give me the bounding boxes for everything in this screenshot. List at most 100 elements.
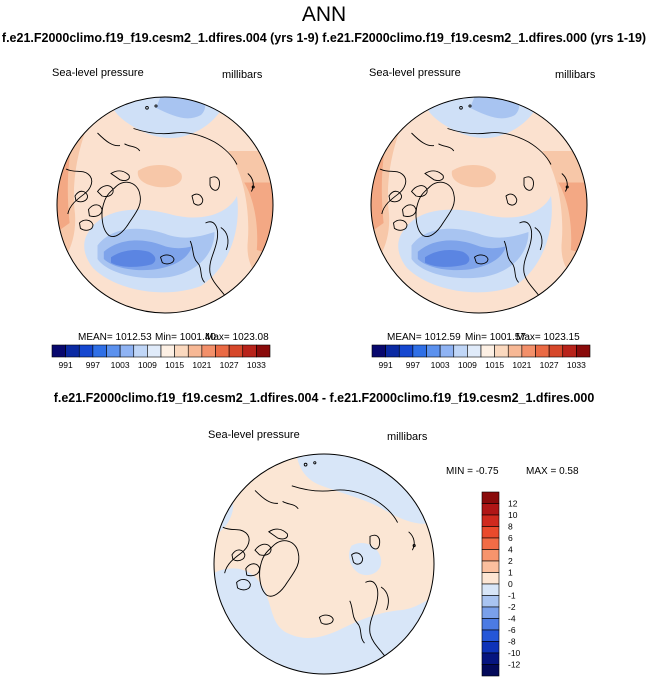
- panel3-colorbar-swatch: [481, 503, 500, 516]
- panel2-mean-stat: MEAN= 1012.59: [387, 332, 461, 343]
- panel2-colorbar-swatch: [412, 344, 427, 358]
- panel3-colorbar-tick-label: 0: [508, 579, 513, 589]
- panel2-colorbar-swatch: [535, 344, 550, 358]
- panel1-colorbar-tick-label: 997: [86, 360, 100, 370]
- panel1-colorbar-tick-label: 991: [59, 360, 73, 370]
- panel3-colorbar-swatch: [481, 491, 500, 504]
- panel3-colorbar-tick-label: -1: [508, 591, 516, 601]
- panel2-colorbar-swatch: [507, 344, 523, 358]
- panel1-colorbar-swatch: [174, 344, 189, 358]
- panel2-colorbar-tick-label: 1033: [567, 360, 586, 370]
- panel1-colorbar-tick-label: 1009: [138, 360, 157, 370]
- panel3-colorbar-swatch: [481, 526, 500, 539]
- panel3-colorbar-tick-label: -10: [508, 648, 521, 658]
- panel3-colorbar-tick-label: -2: [508, 602, 516, 612]
- panel3-colorbar-tick-label: -4: [508, 614, 516, 624]
- panel3-colorbar-swatch: [481, 641, 500, 654]
- panel2-colorbar-swatch: [426, 344, 441, 358]
- panel2-colorbar-swatch: [494, 344, 509, 358]
- panel1-map-border: [56, 96, 274, 314]
- panel1-colorbar-tick-label: 1003: [111, 360, 130, 370]
- panel2-colorbar-tick-label: 1015: [485, 360, 504, 370]
- panel1-colorbar-swatch: [187, 344, 203, 358]
- panel2-map: [371, 97, 587, 313]
- panel2-colorbar-tick-label: 997: [406, 360, 420, 370]
- panel1-colorbar-swatch: [119, 344, 135, 358]
- panel3-map: [214, 454, 434, 674]
- figure-title: ANN: [301, 3, 347, 26]
- panel2-min-stat: Min= 1001.57: [465, 332, 526, 343]
- panel2-colorbar-swatch: [371, 344, 386, 358]
- panel1-map: [57, 97, 273, 313]
- panel1-colorbar-swatch: [78, 344, 94, 358]
- panel1-colorbar-swatch: [256, 344, 271, 358]
- panel3-colorbar-tick-label: 12: [508, 499, 518, 509]
- case-comparison-title: f.e21.F2000climo.f19_f19.cesm2_1.dfires.…: [1, 31, 647, 45]
- panel1-min-stat: Min= 1001.40: [155, 332, 216, 343]
- panel1-colorbar-tick-label: 1021: [192, 360, 211, 370]
- panel2-colorbar-swatch: [467, 344, 482, 358]
- panel3-colorbar-swatch: [481, 618, 500, 631]
- panel3-units-label: millibars: [387, 431, 428, 443]
- panel3-min-stat: MIN = -0.75: [446, 466, 499, 477]
- panel3-colorbar-swatch: [481, 664, 500, 677]
- panel3-colorbar-swatch: [481, 595, 500, 608]
- panel2-map-border: [370, 96, 588, 314]
- panel3-colorbar-swatch: [481, 537, 500, 550]
- panel2-colorbar-tick-label: 1021: [512, 360, 531, 370]
- panel2-variable-label: Sea-level pressure: [369, 67, 461, 79]
- panel3-colorbar-swatch: [481, 606, 500, 619]
- panel2-colorbar-tick-label: 1027: [540, 360, 559, 370]
- panel3-colorbar-swatch: [481, 572, 500, 585]
- panel3-colorbar-swatch: [481, 583, 500, 596]
- panel2-units-label: millibars: [555, 69, 596, 81]
- panel1-colorbar-swatch: [242, 344, 257, 358]
- panel3-max-stat: MAX = 0.58: [526, 466, 579, 477]
- panel2-colorbar-swatch: [439, 344, 455, 358]
- panel2-colorbar-tick-label: 991: [379, 360, 393, 370]
- panel2-colorbar-tick-label: 1009: [458, 360, 477, 370]
- panel1-colorbar-tick-label: 1027: [220, 360, 239, 370]
- panel1-colorbar-swatch: [65, 344, 80, 358]
- panel3-colorbar-swatch: [481, 514, 500, 527]
- panel3-colorbar-tick-label: 8: [508, 522, 513, 532]
- panel1-colorbar-swatch: [228, 344, 244, 358]
- panel1-colorbar-swatch: [147, 344, 162, 358]
- panel2-max-stat: Max= 1023.15: [516, 332, 580, 343]
- panel3-variable-label: Sea-level pressure: [208, 429, 300, 441]
- panel3-colorbar-tick-label: -12: [508, 660, 521, 670]
- panel3-colorbar-tick-label: 10: [508, 510, 518, 520]
- difference-title: f.e21.F2000climo.f19_f19.cesm2_1.dfires.…: [53, 391, 595, 405]
- panel1-colorbar-swatch: [201, 344, 216, 358]
- panel1-colorbar-swatch: [133, 344, 148, 358]
- panel1-mean-stat: MEAN= 1012.53: [78, 332, 152, 343]
- panel1-max-stat: Max= 1023.08: [205, 332, 269, 343]
- panel1-colorbar-swatch: [51, 344, 66, 358]
- panel1-variable-label: Sea-level pressure: [52, 67, 144, 79]
- panel2-colorbar-swatch: [562, 344, 577, 358]
- panel3-colorbar-tick-label: 4: [508, 545, 513, 555]
- panel2-colorbar-swatch: [521, 344, 536, 358]
- panel1-colorbar-swatch: [215, 344, 230, 358]
- panel3-colorbar-swatch: [481, 652, 500, 665]
- panel3-colorbar-tick-label: -8: [508, 637, 516, 647]
- panel2-colorbar-swatch: [548, 344, 564, 358]
- panel2-colorbar-swatch: [576, 344, 591, 358]
- panel1-colorbar-tick-label: 1033: [247, 360, 266, 370]
- panel1-colorbar-swatch: [92, 344, 107, 358]
- panel3-colorbar-tick-label: 2: [508, 556, 513, 566]
- panel1-colorbar-tick-label: 1015: [165, 360, 184, 370]
- panel1-units-label: millibars: [222, 69, 263, 81]
- panel3-colorbar-swatch: [481, 629, 500, 642]
- panel3-colorbar-swatch: [481, 560, 500, 573]
- panel1-colorbar-swatch: [160, 344, 175, 358]
- panel2-colorbar-tick-label: 1003: [431, 360, 450, 370]
- panel3-colorbar-tick-label: -6: [508, 625, 516, 635]
- panel3-colorbar-tick-label: 1: [508, 568, 513, 578]
- panel2-colorbar-swatch: [453, 344, 468, 358]
- panel2-colorbar-swatch: [398, 344, 414, 358]
- panel3-colorbar-tick-label: 6: [508, 533, 513, 543]
- panel1-colorbar-swatch: [106, 344, 121, 358]
- panel2-colorbar-swatch: [385, 344, 400, 358]
